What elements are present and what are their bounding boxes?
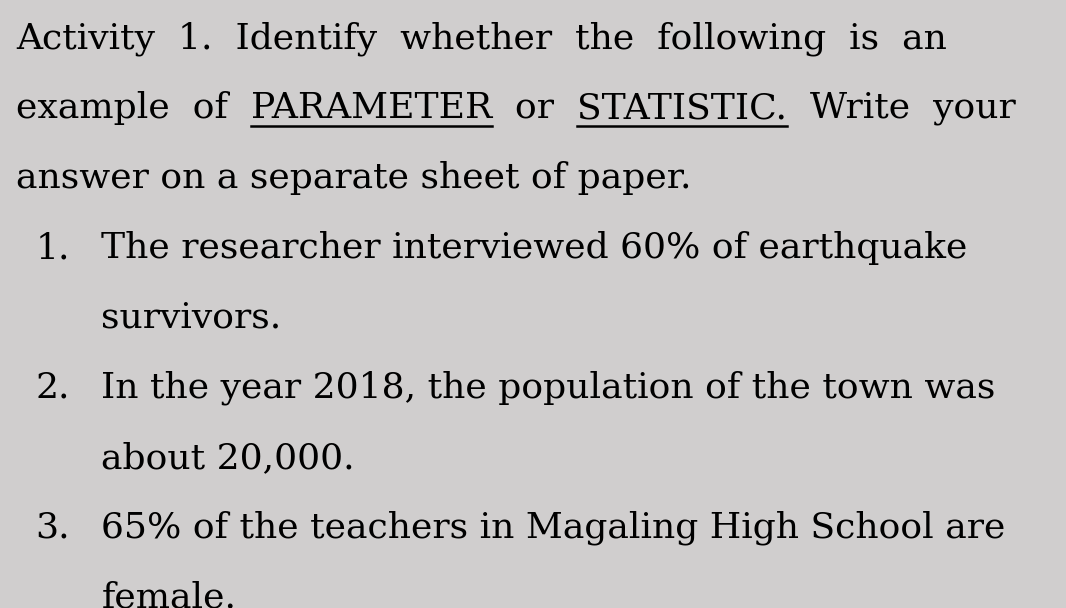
Text: 2.: 2.	[35, 371, 69, 405]
Text: The researcher interviewed 60% of earthquake: The researcher interviewed 60% of earthq…	[101, 231, 968, 265]
Text: survivors.: survivors.	[101, 301, 281, 335]
Text: Activity  1.  Identify  whether  the  following  is  an: Activity 1. Identify whether the followi…	[16, 21, 947, 56]
Text: example  of: example of	[16, 91, 251, 125]
Text: STATISTIC.: STATISTIC.	[577, 91, 787, 125]
Text: 65% of the teachers in Magaling High School are: 65% of the teachers in Magaling High Sch…	[101, 511, 1005, 545]
Text: Write  your: Write your	[787, 91, 1016, 125]
Text: 3.: 3.	[35, 511, 69, 545]
Text: or: or	[492, 91, 577, 125]
Text: answer on a separate sheet of paper.: answer on a separate sheet of paper.	[16, 161, 692, 195]
Text: female.: female.	[101, 581, 237, 608]
Text: about 20,000.: about 20,000.	[101, 441, 355, 475]
Text: In the year 2018, the population of the town was: In the year 2018, the population of the …	[101, 371, 996, 406]
Text: 1.: 1.	[35, 231, 69, 265]
Text: PARAMETER: PARAMETER	[251, 91, 492, 125]
